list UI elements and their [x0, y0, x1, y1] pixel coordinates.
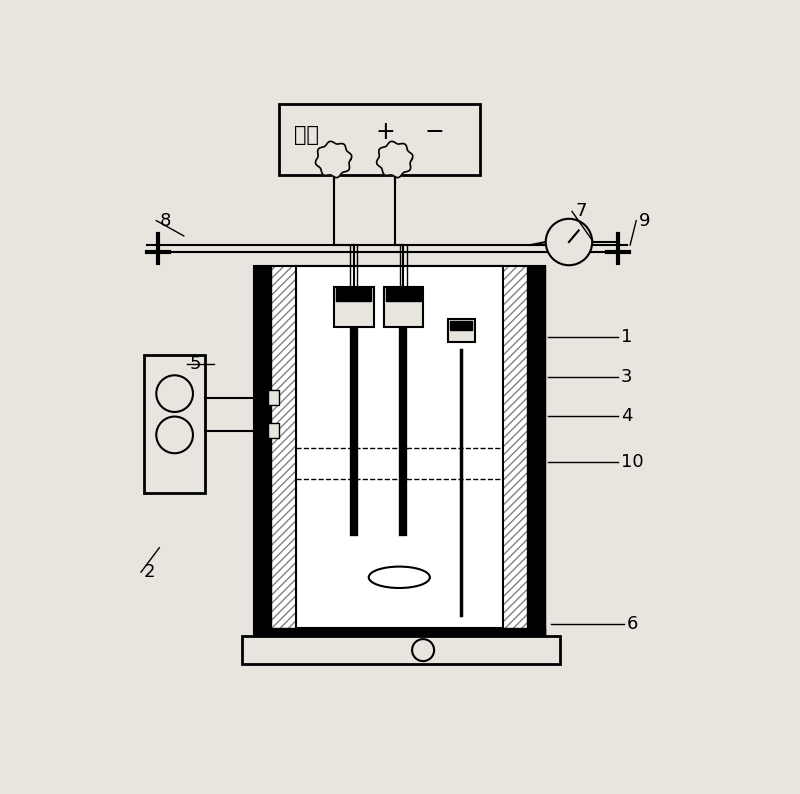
- Text: 3: 3: [621, 368, 633, 386]
- Bar: [254, 267, 545, 646]
- Text: +: +: [376, 120, 395, 144]
- Text: 8: 8: [159, 212, 170, 229]
- Bar: [448, 319, 475, 342]
- Bar: [144, 355, 205, 492]
- Text: 2: 2: [144, 563, 155, 581]
- Bar: [383, 287, 423, 327]
- Bar: [268, 391, 279, 405]
- Polygon shape: [377, 141, 413, 178]
- Bar: [527, 267, 545, 646]
- Bar: [254, 267, 271, 646]
- Bar: [336, 287, 371, 301]
- Bar: [386, 287, 421, 301]
- Bar: [254, 267, 545, 646]
- Bar: [254, 628, 545, 646]
- Text: 电源: 电源: [294, 125, 319, 145]
- Ellipse shape: [369, 567, 430, 588]
- Bar: [296, 267, 503, 628]
- Text: 4: 4: [621, 407, 633, 426]
- Circle shape: [156, 417, 193, 453]
- Circle shape: [546, 219, 592, 265]
- Polygon shape: [315, 141, 352, 178]
- Text: 1: 1: [621, 328, 632, 345]
- Circle shape: [412, 639, 434, 661]
- Bar: [278, 105, 480, 175]
- Text: 10: 10: [621, 453, 643, 471]
- Bar: [450, 321, 473, 330]
- Text: −: −: [425, 120, 444, 144]
- Text: 7: 7: [575, 202, 586, 221]
- Bar: [268, 423, 279, 438]
- Bar: [334, 287, 374, 327]
- Bar: [242, 636, 560, 664]
- Text: 9: 9: [639, 212, 650, 229]
- Circle shape: [156, 376, 193, 412]
- Text: 6: 6: [627, 615, 638, 633]
- Text: 5: 5: [190, 355, 202, 373]
